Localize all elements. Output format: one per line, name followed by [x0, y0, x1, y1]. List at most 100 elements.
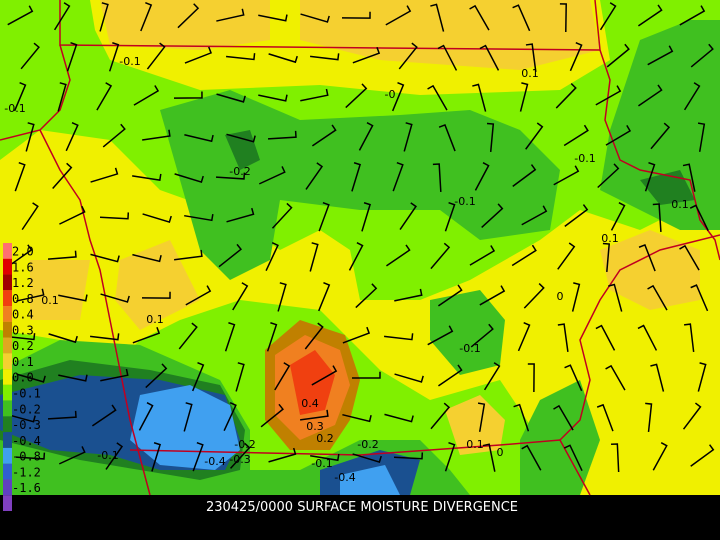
legend-label: 0.3	[12, 323, 34, 337]
wind-barb	[142, 129, 171, 141]
wind-barb	[684, 323, 695, 352]
wind-barb	[391, 81, 405, 112]
legend-swatch	[3, 337, 12, 354]
wind-barb	[5, 333, 36, 341]
wind-barb	[523, 282, 545, 309]
legend-label: -2.0	[12, 497, 41, 511]
wind-barb	[7, 5, 34, 26]
wind-barb	[108, 42, 120, 72]
wind-barb	[6, 413, 36, 423]
wind-barb	[100, 293, 130, 303]
wind-barb	[606, 43, 630, 68]
wind-barb	[469, 4, 490, 31]
wind-barb	[311, 365, 338, 386]
wind-barb	[599, 2, 617, 31]
wind-barb	[20, 42, 40, 70]
wind-barb	[512, 164, 537, 187]
wind-barb	[559, 3, 567, 33]
legend-swatch	[3, 479, 12, 496]
wind-barb	[192, 441, 204, 472]
wind-barb	[271, 202, 293, 229]
legend-swatch	[3, 353, 12, 370]
wind-barb	[310, 53, 340, 61]
contour-label: -0.1	[119, 55, 140, 68]
wind-barb	[361, 202, 372, 232]
wind-barb	[438, 364, 463, 387]
wind-barb	[300, 409, 329, 421]
wind-barb	[91, 404, 117, 427]
wind-barb	[650, 122, 671, 150]
wind-barb	[519, 82, 529, 112]
wind-barb	[482, 443, 496, 472]
wind-barb	[430, 3, 445, 32]
legend-label: 0.4	[12, 308, 34, 322]
wind-barb	[16, 373, 46, 383]
wind-barb	[563, 444, 583, 471]
wind-barb	[173, 91, 203, 99]
wind-barb	[21, 202, 39, 231]
wind-barb	[174, 249, 203, 261]
wind-barb	[99, 212, 130, 220]
wind-barb	[525, 43, 537, 72]
wind-barb	[564, 364, 583, 392]
wind-barb	[483, 362, 501, 391]
contour-label: -0.2	[234, 438, 255, 451]
wind-barb	[563, 124, 589, 147]
wind-barb	[342, 326, 371, 344]
wind-barb	[430, 402, 451, 430]
wind-barb	[650, 363, 665, 392]
legend-label: -1.2	[12, 465, 41, 479]
wind-barb	[184, 213, 214, 222]
wind-barb	[174, 173, 204, 184]
contour-label: 0.1	[41, 294, 59, 307]
wind-barb	[48, 333, 78, 344]
wind-barb	[225, 53, 256, 61]
wind-barb	[151, 442, 162, 472]
wind-barb	[427, 325, 454, 346]
contour-label: 0.1	[466, 438, 484, 451]
wind-barb	[521, 205, 548, 226]
wind-barb	[318, 281, 331, 312]
wind-barb	[553, 165, 580, 186]
legend-label: -1.6	[12, 481, 41, 495]
wind-barb	[309, 242, 319, 272]
wind-barb	[100, 368, 129, 382]
wind-barb	[611, 443, 620, 473]
wind-barb	[140, 1, 153, 32]
wind-barb	[146, 42, 166, 70]
wind-barb	[557, 323, 569, 352]
wind-barb	[690, 284, 709, 312]
wind-barb	[90, 253, 120, 263]
wind-barb	[223, 401, 237, 432]
legend-swatch	[3, 432, 12, 448]
wind-barb	[557, 242, 576, 270]
legend-label: -0.3	[12, 418, 41, 432]
wind-barb	[474, 162, 490, 191]
legend-label: 0.1	[12, 355, 34, 369]
wind-barb	[384, 413, 414, 423]
legend-swatch	[3, 384, 12, 401]
contour-label: -0.1	[97, 449, 118, 462]
wind-barb	[637, 4, 663, 27]
legend-swatch	[3, 447, 12, 464]
wind-barb	[226, 207, 255, 223]
wind-barb	[479, 44, 500, 71]
wind-barb	[258, 94, 288, 102]
wind-barb	[14, 161, 26, 192]
legend-swatch	[3, 495, 12, 511]
wind-barb	[226, 133, 256, 143]
wind-barb	[512, 4, 531, 32]
wind-barb	[15, 452, 46, 460]
wind-barb	[342, 413, 372, 423]
wind-barb	[596, 403, 614, 432]
wind-barb	[608, 283, 623, 312]
wind-barb	[679, 5, 706, 26]
wind-barb	[394, 373, 424, 383]
wind-barb	[690, 444, 715, 467]
wind-barb	[679, 244, 700, 271]
wind-barb	[597, 163, 620, 189]
wind-barb	[310, 453, 340, 462]
wind-barb	[183, 402, 193, 432]
wind-barb	[602, 242, 611, 273]
contour-label: 0.3	[306, 420, 324, 433]
